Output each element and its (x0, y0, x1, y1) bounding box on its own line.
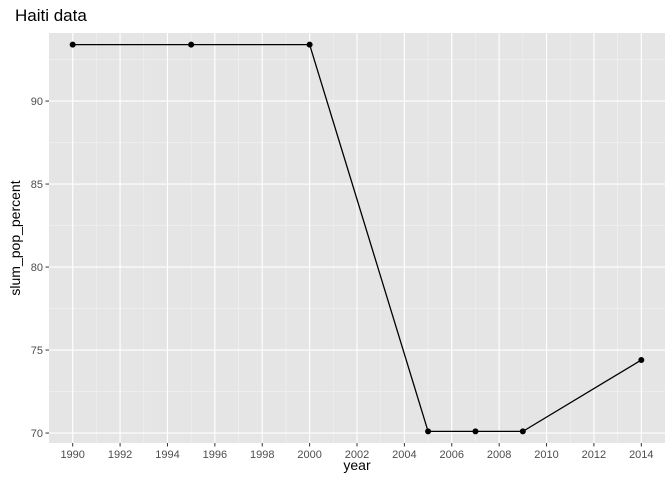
y-axis: 70 75 80 85 90 (31, 96, 49, 440)
x-axis-label: year (343, 457, 371, 473)
data-point (425, 428, 432, 435)
data-point (306, 41, 313, 48)
x-tick-label: 2010 (534, 449, 558, 461)
x-tick-label: 2002 (345, 449, 369, 461)
points-layer (69, 41, 645, 435)
data-point (519, 428, 526, 435)
x-tick-label: 2004 (392, 449, 416, 461)
major-gridlines-y (49, 100, 665, 434)
x-tick-label: 1998 (250, 449, 274, 461)
x-axis: 1990 1992 1994 1996 1998 2000 2002 2004 2006 2008… (60, 443, 654, 461)
y-tick-label: 90 (31, 96, 43, 108)
chart-title: Haiti data (15, 6, 87, 25)
x-tick-label: 2014 (629, 449, 653, 461)
x-tick-label: 1990 (60, 449, 84, 461)
y-tick-label: 80 (31, 262, 43, 274)
x-tick-label: 2006 (440, 449, 464, 461)
y-axis-label: slum_pop_percent (7, 180, 23, 295)
x-tick-label: 1994 (155, 449, 179, 461)
x-tick-label: 1992 (108, 449, 132, 461)
x-tick-label: 2012 (582, 449, 606, 461)
y-tick-label: 85 (31, 179, 43, 191)
data-point (638, 357, 645, 364)
y-tick-label: 70 (31, 428, 43, 440)
data-point (472, 428, 479, 435)
x-tick-label: 2008 (487, 449, 511, 461)
data-point (69, 41, 76, 48)
data-point (188, 41, 195, 48)
x-tick-label: 2000 (297, 449, 321, 461)
x-tick-label: 1996 (203, 449, 227, 461)
y-tick-label: 75 (31, 345, 43, 357)
